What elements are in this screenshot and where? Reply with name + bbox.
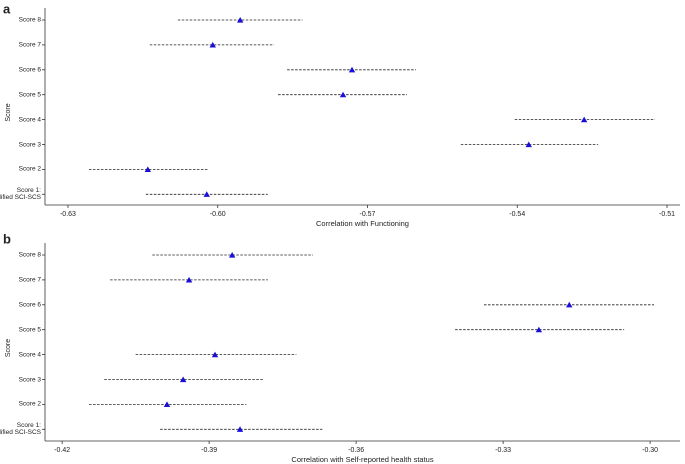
x-tick-label: -0.39 — [201, 447, 217, 454]
y-tick-label: Score 1: modified SCI-SCS — [0, 187, 41, 202]
point-estimate — [525, 141, 532, 148]
point-estimate — [339, 91, 347, 98]
y-tick-label: Score 1: modified SCI-SCS — [0, 422, 41, 437]
y-tick-label: Score 2 — [18, 165, 41, 173]
point-estimate — [144, 166, 152, 172]
y-tick-label: Score 3 — [18, 376, 41, 383]
x-tick-label: -0.42 — [54, 447, 70, 454]
x-tick-label: -0.57 — [360, 211, 376, 218]
point-estimate — [185, 276, 193, 283]
y-tick-label: Score 6 — [18, 66, 41, 74]
point-estimate — [203, 191, 210, 197]
point-estimate — [179, 376, 187, 383]
y-tick-label: Score 4 — [18, 351, 41, 359]
y-tick-label: Score 6 — [18, 301, 41, 309]
y-tick-label: Score 7 — [18, 41, 41, 49]
y-tick-label: Score 7 — [18, 276, 41, 284]
y-tick-label: Score 3 — [18, 141, 41, 148]
x-axis-title: Correlation with Functioning — [316, 219, 409, 228]
y-tick-label: Score 5 — [18, 326, 41, 334]
point-estimate — [348, 66, 356, 73]
y-tick-label: Score 5 — [18, 91, 41, 99]
panel-label: a — [3, 1, 11, 16]
point-estimate — [236, 17, 244, 23]
point-estimate — [566, 301, 573, 308]
point-estimate — [228, 252, 236, 258]
point-estimate — [211, 351, 219, 358]
y-axis-title: Score — [5, 339, 12, 357]
x-axis-title: Correlation with Self-reported health st… — [291, 455, 433, 464]
x-tick-label: -0.54 — [509, 211, 525, 218]
y-tick-label: Score 2 — [18, 400, 41, 408]
point-estimate — [535, 326, 543, 333]
y-tick-label: Score 8 — [18, 251, 41, 259]
x-tick-label: -0.36 — [348, 447, 364, 454]
y-axis-title: Score — [5, 103, 12, 121]
x-tick-label: -0.33 — [495, 447, 511, 454]
x-tick-label: -0.63 — [60, 211, 76, 218]
point-estimate — [209, 41, 216, 48]
point-estimate — [163, 401, 171, 407]
x-tick-label: -0.60 — [210, 211, 226, 218]
point-estimate — [580, 116, 588, 123]
x-tick-label: -0.30 — [642, 447, 658, 454]
y-tick-label: Score 4 — [18, 116, 41, 124]
x-tick-label: -0.51 — [659, 211, 675, 218]
panel-label: b — [3, 231, 11, 246]
y-tick-label: Score 8 — [18, 16, 41, 24]
point-estimate — [236, 426, 244, 432]
